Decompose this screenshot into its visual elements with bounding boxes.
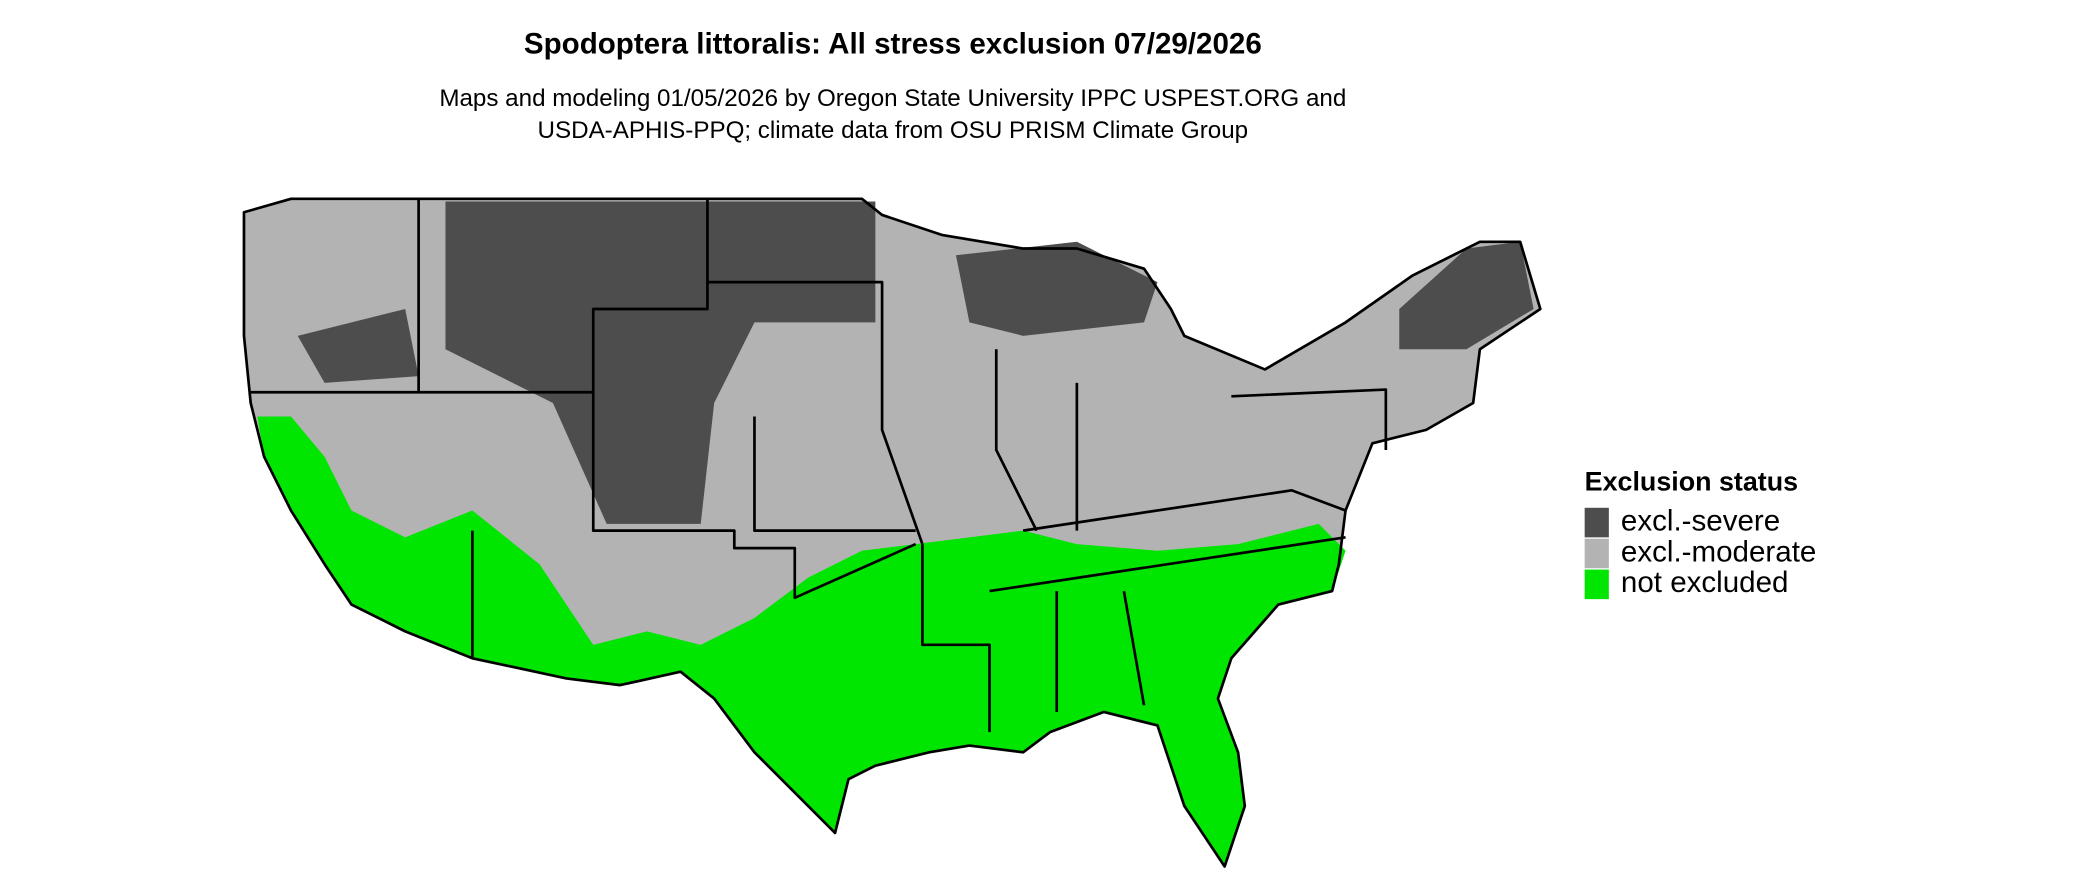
map-title: Spodoptera littoralis: All stress exclus… bbox=[524, 27, 1262, 60]
map bbox=[242, 197, 1542, 868]
legend-label: not excluded bbox=[1621, 566, 1789, 599]
state-line bbox=[591, 392, 917, 600]
region-severe bbox=[297, 308, 419, 383]
state-line bbox=[753, 416, 916, 532]
state-line bbox=[989, 536, 1346, 593]
legend-label: excl.-moderate bbox=[1621, 535, 1816, 568]
region-severe bbox=[1399, 241, 1534, 350]
legend: Exclusion status excl.-severeexcl.-moder… bbox=[1584, 467, 1816, 600]
legend-title: Exclusion status bbox=[1585, 467, 1798, 497]
subtitle: Maps and modeling 01/05/2026 by Oregon S… bbox=[439, 85, 1346, 112]
legend-label: excl.-severe bbox=[1621, 504, 1780, 537]
state-line bbox=[1022, 488, 1347, 532]
region-severe bbox=[955, 241, 1158, 336]
state-line bbox=[921, 544, 991, 733]
state-line bbox=[707, 280, 924, 545]
state-line bbox=[1122, 590, 1146, 706]
state-line bbox=[250, 198, 709, 394]
subtitle: USDA-APHIS-PPQ; climate data from OSU PR… bbox=[538, 117, 1249, 144]
legend-swatch bbox=[1584, 507, 1609, 538]
legend-swatch bbox=[1584, 569, 1609, 600]
region-not-excluded bbox=[257, 416, 1346, 867]
state-line bbox=[994, 349, 1038, 532]
state-line bbox=[1231, 388, 1388, 451]
legend-swatch bbox=[1584, 538, 1609, 569]
outline bbox=[242, 197, 1542, 868]
